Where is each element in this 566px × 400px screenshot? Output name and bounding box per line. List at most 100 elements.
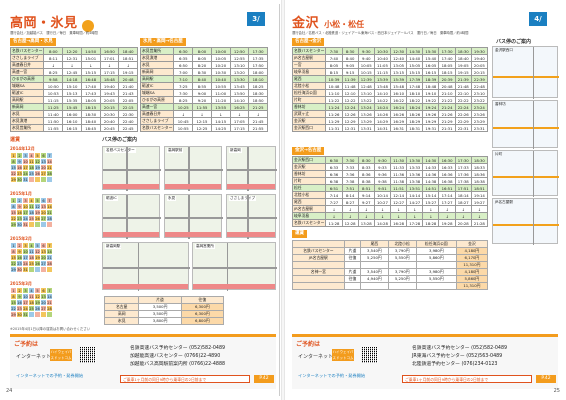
- fare-cell: [387, 282, 417, 290]
- time-cell: ↓: [62, 61, 82, 69]
- stop-name: 北陸小松: [291, 82, 327, 90]
- time-cell: 23:29: [470, 117, 489, 125]
- reservation-box: ご予約は インターネット ハイウェイバスドットコム 名鉄高速バス予約センター (…: [292, 334, 558, 389]
- fare-cell: [343, 261, 362, 269]
- map-title: バス停のご案内: [496, 39, 532, 45]
- time-cell: 11:55: [192, 103, 212, 111]
- page-ref-button[interactable]: P.42: [536, 375, 556, 383]
- time-cell: 10:14: [373, 191, 392, 199]
- left-page: 高岡・氷見 3/ 運行会社／加越能バス 運行日／毎日 乗車時間／約4時間 名古屋…: [4, 4, 280, 396]
- time-cell: 19:10: [422, 89, 440, 97]
- time-cell: 17:30: [248, 47, 268, 55]
- time-cell: 10:20: [210, 61, 231, 69]
- road: [126, 195, 128, 239]
- time-cell: 16:29: [389, 117, 408, 125]
- time-cell: 10:30: [210, 68, 231, 76]
- time-cell: 7:30: [341, 156, 359, 164]
- page-fold: [281, 0, 285, 400]
- time-cell: ↓: [406, 212, 424, 220]
- time-cell: 20:15: [470, 68, 489, 76]
- calendar-month-title: 2015年1月: [10, 191, 32, 196]
- table-row: 武蔵ヶ辻 11:26 12:26 13:26 14:26 16:26 18:26 19:26 2…: [291, 110, 489, 118]
- stop-name: 氷見漁港: [9, 117, 45, 125]
- fare-header-cell: 松任海浜公園: [415, 240, 457, 248]
- time-cell: 7:33: [341, 163, 359, 171]
- time-cell: 14:40: [406, 54, 424, 62]
- map-panel: 金沢駅西口: [492, 46, 559, 99]
- time-cell: 22:48: [470, 82, 489, 90]
- time-cell: 16:15: [62, 124, 82, 132]
- table-row: 砺波IC 10:53 15:13 17:43 19:43 21:43: [9, 89, 138, 97]
- time-cell: 13:38: [406, 177, 424, 185]
- time-cell: 8:25: [43, 68, 64, 76]
- page-title: 金沢: [292, 16, 320, 31]
- right-header: 金沢 小松・松任 4/: [292, 12, 547, 31]
- stop-name: 高岡駅: [9, 96, 45, 104]
- time-cell: 13:29: [357, 117, 375, 125]
- table-row: 高速春日井 ↓ ↓ ↓ ↓ ↓: [9, 61, 138, 69]
- time-cell: 9:27: [357, 198, 375, 206]
- calendar-grid: 1 2 3 4 5 6 7 8 9 10 11 12 13 14 15 16 17 18 19 20 21 22 23 24 2…: [10, 287, 53, 318]
- table-row: 新高岡 7:00 8:30 10:30 13:20 18:00: [139, 68, 268, 76]
- time-cell: 14:25: [210, 124, 231, 132]
- fare-header-cell: 北陸小松: [387, 240, 417, 248]
- fare-cell: 高岡: [103, 310, 140, 318]
- time-cell: 15:13: [62, 89, 82, 97]
- time-cell: 18:48: [422, 82, 440, 90]
- time-cell: 8:55: [192, 82, 212, 90]
- stop-name: 氷見: [9, 110, 45, 118]
- time-cell: 11:05: [373, 61, 392, 69]
- page-ref-button[interactable]: P.42: [254, 375, 274, 383]
- time-cell: 18:48: [99, 75, 120, 83]
- time-cell: 10:48: [325, 82, 343, 90]
- phone-line: 加越能バス高岡駅前案内所 (0766)22-4888: [130, 362, 226, 367]
- time-cell: 9:33: [373, 163, 392, 171]
- stop-name: 砺波IC: [139, 82, 175, 90]
- map-panel: 氷見: [164, 194, 223, 239]
- highway-bus-badge[interactable]: ハイウェイバスドットコム: [332, 349, 354, 361]
- time-cell: ↓: [80, 61, 101, 69]
- phone-list: 名鉄高速バス予約センター (052)582-0489 加越能高速バスセンター (…: [130, 345, 225, 369]
- map-caption: 氷見: [167, 196, 177, 201]
- time-cell: ↓: [454, 205, 472, 213]
- fare-note: ※2015年4月1日以降の運賃はお問い合わせください: [10, 327, 91, 331]
- calendar-month-title: 2015年2月: [10, 236, 32, 241]
- page-number: 25: [553, 388, 560, 394]
- time-cell: 10:40: [373, 54, 392, 62]
- fare-cell: 11,310円: [455, 282, 489, 290]
- time-cell: 12:10: [341, 89, 359, 97]
- fare-cell: 5,860円: [455, 275, 489, 283]
- time-cell: 8:27: [341, 198, 359, 206]
- time-cell: 8:11: [43, 54, 64, 62]
- time-cell: 10:50: [43, 82, 64, 90]
- time-cell: 8:25: [173, 96, 194, 104]
- highway-bus-badge[interactable]: ハイウェイバスドットコム: [50, 349, 72, 361]
- time-cell: 16:31: [389, 124, 408, 132]
- time-cell: 19:15: [118, 68, 138, 76]
- time-cell: 18:51: [470, 184, 489, 192]
- stop-name: 砺波IC: [9, 89, 45, 97]
- internet-booking-link[interactable]: インターネットでの予約・発券開始: [298, 373, 366, 378]
- time-cell: ↓: [325, 212, 343, 220]
- stop-name: 高速一宮: [139, 103, 175, 111]
- time-cell: 8:15: [325, 68, 343, 76]
- table-row: 香林坊 11:24 12:24 13:24 14:24 16:24 18:24 19:24 21…: [291, 103, 489, 111]
- fare-cell: [360, 282, 389, 290]
- map-panel: 片町: [492, 150, 559, 197]
- phone-line: 北陸鉄道予約センター (076)234-0123: [412, 362, 498, 367]
- time-cell: 12:45: [62, 68, 82, 76]
- time-cell: 8:14: [341, 191, 359, 199]
- fare-header-cell: [292, 240, 345, 248]
- fare-cell: 3,790円: [387, 268, 417, 276]
- internet-booking-link[interactable]: インターネットでの予約・発券開始: [16, 373, 84, 378]
- time-cell: 11:15: [373, 68, 392, 76]
- time-cell: 22:29: [454, 117, 472, 125]
- time-cell: 8:30: [341, 47, 359, 55]
- map-label-bar: [165, 184, 221, 189]
- time-cell: 15:15: [406, 68, 424, 76]
- map-panel: 高岡営業所: [192, 242, 277, 291]
- time-cell: 10:53: [43, 89, 64, 97]
- sun-icon: [81, 20, 94, 32]
- stop-name: JR名古屋駅: [291, 205, 327, 213]
- time-cell: 14:33: [422, 163, 440, 171]
